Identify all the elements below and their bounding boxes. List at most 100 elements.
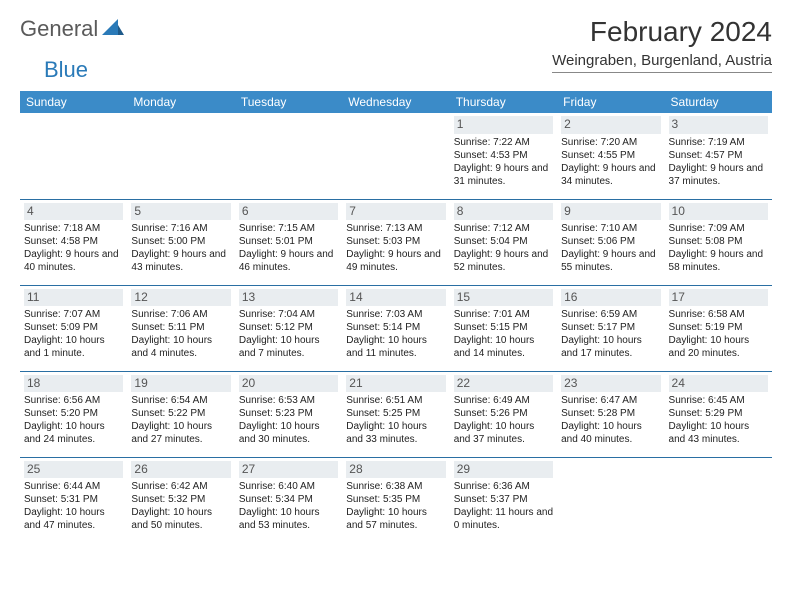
daylight: Daylight: 10 hours and 4 minutes. [131, 334, 230, 360]
calendar-cell: 18Sunrise: 6:56 AMSunset: 5:20 PMDayligh… [20, 371, 127, 457]
day-info: Sunrise: 7:18 AMSunset: 4:58 PMDaylight:… [24, 222, 123, 274]
calendar-cell: 21Sunrise: 6:51 AMSunset: 5:25 PMDayligh… [342, 371, 449, 457]
calendar-cell: 7Sunrise: 7:13 AMSunset: 5:03 PMDaylight… [342, 199, 449, 285]
calendar-cell: 25Sunrise: 6:44 AMSunset: 5:31 PMDayligh… [20, 457, 127, 543]
day-number: 21 [346, 375, 445, 393]
day-number: 22 [454, 375, 553, 393]
day-number: 5 [131, 203, 230, 221]
day-number: 2 [561, 116, 660, 134]
sunset: Sunset: 5:04 PM [454, 235, 553, 248]
day-number: 13 [239, 289, 338, 307]
day-info: Sunrise: 6:54 AMSunset: 5:22 PMDaylight:… [131, 394, 230, 446]
sunset: Sunset: 5:01 PM [239, 235, 338, 248]
day-info: Sunrise: 6:45 AMSunset: 5:29 PMDaylight:… [669, 394, 768, 446]
location: Weingraben, Burgenland, Austria [552, 52, 772, 73]
sunrise: Sunrise: 7:13 AM [346, 222, 445, 235]
sunrise: Sunrise: 6:49 AM [454, 394, 553, 407]
daylight: Daylight: 10 hours and 37 minutes. [454, 420, 553, 446]
calendar-row: 25Sunrise: 6:44 AMSunset: 5:31 PMDayligh… [20, 457, 772, 543]
calendar-body: 1Sunrise: 7:22 AMSunset: 4:53 PMDaylight… [20, 113, 772, 543]
day-info: Sunrise: 7:15 AMSunset: 5:01 PMDaylight:… [239, 222, 338, 274]
calendar-cell: 3Sunrise: 7:19 AMSunset: 4:57 PMDaylight… [665, 113, 772, 199]
sunset: Sunset: 5:31 PM [24, 493, 123, 506]
calendar-cell: 10Sunrise: 7:09 AMSunset: 5:08 PMDayligh… [665, 199, 772, 285]
sunset: Sunset: 4:53 PM [454, 149, 553, 162]
calendar-cell: 26Sunrise: 6:42 AMSunset: 5:32 PMDayligh… [127, 457, 234, 543]
day-header: Sunday [20, 91, 127, 113]
day-number: 17 [669, 289, 768, 307]
daylight: Daylight: 10 hours and 50 minutes. [131, 506, 230, 532]
sunrise: Sunrise: 7:16 AM [131, 222, 230, 235]
daylight: Daylight: 10 hours and 57 minutes. [346, 506, 445, 532]
day-info: Sunrise: 6:59 AMSunset: 5:17 PMDaylight:… [561, 308, 660, 360]
sunrise: Sunrise: 6:54 AM [131, 394, 230, 407]
day-header: Tuesday [235, 91, 342, 113]
sunset: Sunset: 5:09 PM [24, 321, 123, 334]
calendar-row: 4Sunrise: 7:18 AMSunset: 4:58 PMDaylight… [20, 199, 772, 285]
calendar-row: 1Sunrise: 7:22 AMSunset: 4:53 PMDaylight… [20, 113, 772, 199]
sunset: Sunset: 5:26 PM [454, 407, 553, 420]
day-info: Sunrise: 7:13 AMSunset: 5:03 PMDaylight:… [346, 222, 445, 274]
calendar-cell: 24Sunrise: 6:45 AMSunset: 5:29 PMDayligh… [665, 371, 772, 457]
calendar-cell-empty [127, 113, 234, 199]
day-info: Sunrise: 7:01 AMSunset: 5:15 PMDaylight:… [454, 308, 553, 360]
sunset: Sunset: 5:06 PM [561, 235, 660, 248]
daylight: Daylight: 10 hours and 20 minutes. [669, 334, 768, 360]
sunset: Sunset: 5:17 PM [561, 321, 660, 334]
sunrise: Sunrise: 6:40 AM [239, 480, 338, 493]
day-number: 15 [454, 289, 553, 307]
day-info: Sunrise: 6:56 AMSunset: 5:20 PMDaylight:… [24, 394, 123, 446]
day-number: 9 [561, 203, 660, 221]
day-number: 20 [239, 375, 338, 393]
sunrise: Sunrise: 6:51 AM [346, 394, 445, 407]
logo-text-blue: Blue [44, 57, 88, 83]
day-number: 23 [561, 375, 660, 393]
sunrise: Sunrise: 7:09 AM [669, 222, 768, 235]
calendar-cell: 29Sunrise: 6:36 AMSunset: 5:37 PMDayligh… [450, 457, 557, 543]
daylight: Daylight: 10 hours and 1 minute. [24, 334, 123, 360]
sunset: Sunset: 4:57 PM [669, 149, 768, 162]
daylight: Daylight: 10 hours and 17 minutes. [561, 334, 660, 360]
day-info: Sunrise: 6:38 AMSunset: 5:35 PMDaylight:… [346, 480, 445, 532]
daylight: Daylight: 9 hours and 58 minutes. [669, 248, 768, 274]
sunset: Sunset: 5:15 PM [454, 321, 553, 334]
day-number: 11 [24, 289, 123, 307]
calendar-cell: 11Sunrise: 7:07 AMSunset: 5:09 PMDayligh… [20, 285, 127, 371]
sunrise: Sunrise: 7:07 AM [24, 308, 123, 321]
sunset: Sunset: 5:11 PM [131, 321, 230, 334]
day-number: 4 [24, 203, 123, 221]
day-info: Sunrise: 7:16 AMSunset: 5:00 PMDaylight:… [131, 222, 230, 274]
day-info: Sunrise: 7:09 AMSunset: 5:08 PMDaylight:… [669, 222, 768, 274]
sunrise: Sunrise: 7:03 AM [346, 308, 445, 321]
day-info: Sunrise: 7:06 AMSunset: 5:11 PMDaylight:… [131, 308, 230, 360]
calendar-head: SundayMondayTuesdayWednesdayThursdayFrid… [20, 91, 772, 113]
sunset: Sunset: 5:23 PM [239, 407, 338, 420]
daylight: Daylight: 10 hours and 47 minutes. [24, 506, 123, 532]
calendar-cell: 19Sunrise: 6:54 AMSunset: 5:22 PMDayligh… [127, 371, 234, 457]
day-info: Sunrise: 6:42 AMSunset: 5:32 PMDaylight:… [131, 480, 230, 532]
daylight: Daylight: 9 hours and 46 minutes. [239, 248, 338, 274]
daylight: Daylight: 9 hours and 31 minutes. [454, 162, 553, 188]
calendar-cell: 8Sunrise: 7:12 AMSunset: 5:04 PMDaylight… [450, 199, 557, 285]
day-header: Saturday [665, 91, 772, 113]
calendar-cell: 23Sunrise: 6:47 AMSunset: 5:28 PMDayligh… [557, 371, 664, 457]
sunset: Sunset: 5:29 PM [669, 407, 768, 420]
calendar-cell-empty [342, 113, 449, 199]
day-number: 14 [346, 289, 445, 307]
calendar-cell: 22Sunrise: 6:49 AMSunset: 5:26 PMDayligh… [450, 371, 557, 457]
daylight: Daylight: 10 hours and 40 minutes. [561, 420, 660, 446]
day-info: Sunrise: 6:53 AMSunset: 5:23 PMDaylight:… [239, 394, 338, 446]
calendar-cell: 5Sunrise: 7:16 AMSunset: 5:00 PMDaylight… [127, 199, 234, 285]
logo-triangle-icon [102, 19, 124, 40]
daylight: Daylight: 10 hours and 11 minutes. [346, 334, 445, 360]
day-info: Sunrise: 6:58 AMSunset: 5:19 PMDaylight:… [669, 308, 768, 360]
calendar-cell: 27Sunrise: 6:40 AMSunset: 5:34 PMDayligh… [235, 457, 342, 543]
sunrise: Sunrise: 7:22 AM [454, 136, 553, 149]
sunrise: Sunrise: 7:15 AM [239, 222, 338, 235]
calendar-cell: 16Sunrise: 6:59 AMSunset: 5:17 PMDayligh… [557, 285, 664, 371]
day-number: 6 [239, 203, 338, 221]
month-title: February 2024 [552, 16, 772, 48]
sunrise: Sunrise: 6:56 AM [24, 394, 123, 407]
calendar-row: 18Sunrise: 6:56 AMSunset: 5:20 PMDayligh… [20, 371, 772, 457]
day-number: 12 [131, 289, 230, 307]
